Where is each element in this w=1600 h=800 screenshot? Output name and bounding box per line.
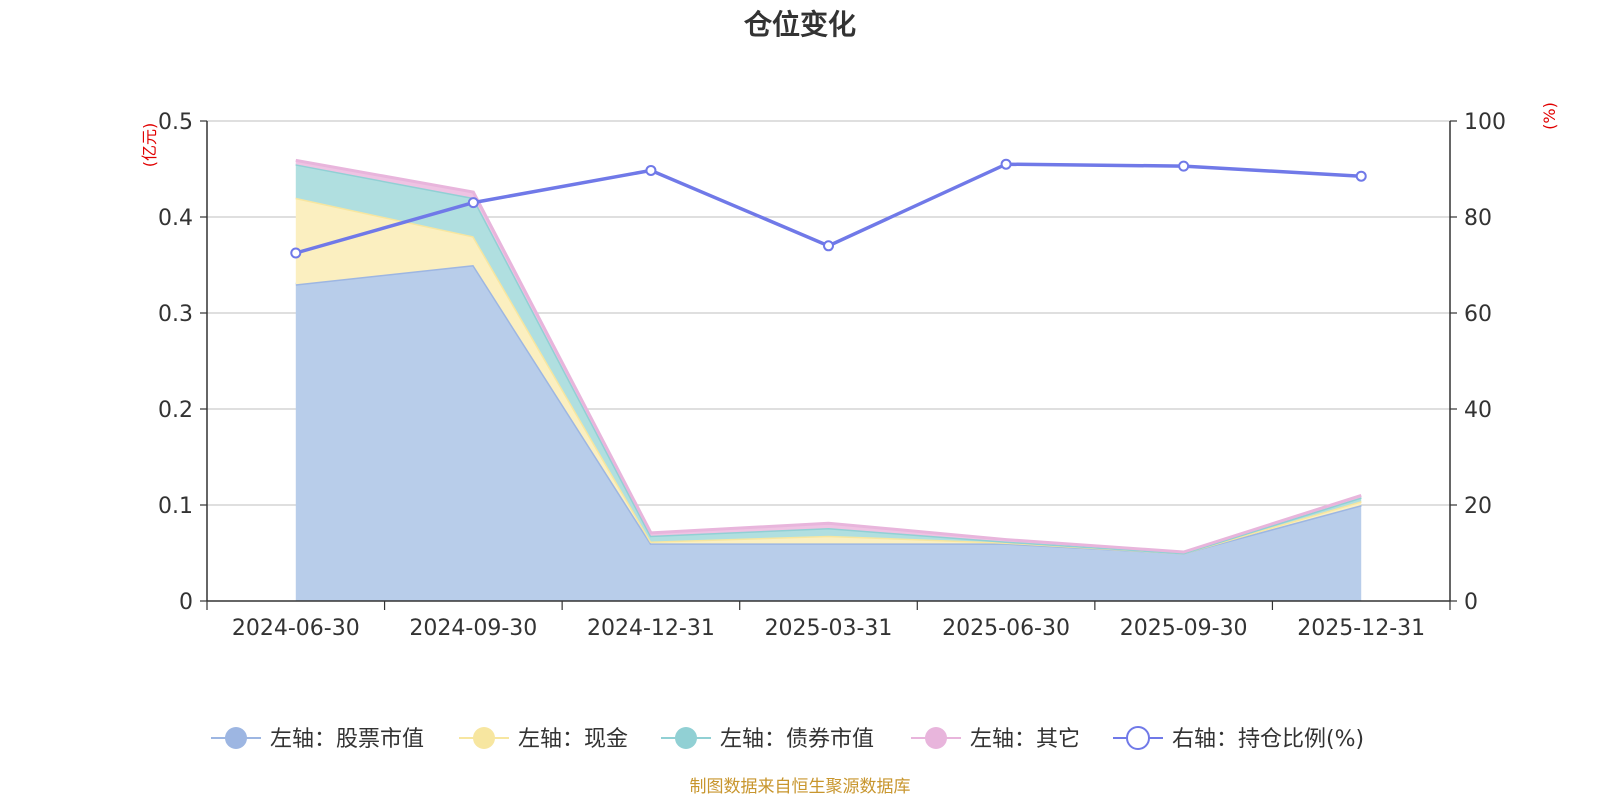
right-axis-unit: (%): [1540, 102, 1559, 130]
right-tick-label: 20: [1464, 494, 1492, 519]
left-tick-label: 0.3: [158, 302, 193, 327]
legend-marker: [925, 727, 947, 749]
source-note: 制图数据来自恒生聚源数据库: [690, 777, 911, 797]
legend-label: 右轴：持仓比例(%): [1172, 727, 1364, 752]
area-series-4-edge: [295, 158, 1362, 554]
axes: 0 0.1 0.2 0.3 0.4 0.5 0 20 40 60 80 100 2024-06-30 20…: [158, 110, 1506, 641]
area-series-1: [295, 265, 1362, 601]
holding-ratio-point: [823, 240, 834, 252]
x-tick-label: 2025-06-30: [942, 616, 1070, 641]
holding-ratio-line: [290, 158, 1367, 259]
legend-item: 左轴：现金: [459, 727, 628, 752]
right-tick-label: 80: [1464, 206, 1492, 231]
legend-marker: [473, 727, 495, 749]
holding-ratio-point: [1000, 158, 1012, 170]
legend-item: 右轴：持仓比例(%): [1113, 726, 1364, 752]
legend-label: 左轴：现金: [518, 727, 628, 752]
left-tick-label: 0.5: [158, 110, 193, 135]
legend-item: 左轴：债券市值: [661, 727, 874, 752]
right-tick-label: 100: [1464, 110, 1506, 135]
right-tick-label: 0: [1464, 590, 1478, 615]
legend-marker: [675, 727, 697, 749]
left-tick-label: 0.4: [158, 206, 193, 231]
x-tick-label: 2024-09-30: [409, 616, 537, 641]
x-tick-label: 2025-03-31: [765, 616, 893, 641]
legend: 左轴：股票市值 左轴：现金 左轴：债券市值 左轴：其它 右轴：持仓比例(%): [211, 726, 1364, 752]
legend-item: 左轴：其它: [911, 727, 1080, 752]
legend-marker: [1126, 726, 1150, 750]
legend-item: 左轴：股票市值: [211, 727, 424, 752]
area-series-2: [295, 197, 1362, 554]
right-tick-label: 40: [1464, 398, 1492, 423]
left-axis-unit: (亿元): [140, 123, 159, 168]
left-tick-label: 0: [179, 590, 193, 615]
holding-ratio-point: [1355, 170, 1367, 182]
area-series-3: [295, 164, 1362, 553]
holding-ratio-point: [645, 164, 657, 176]
right-tick-label: 60: [1464, 302, 1492, 327]
stacked-areas: [295, 158, 1362, 601]
legend-label: 左轴：其它: [970, 727, 1080, 752]
holding-ratio-point: [290, 247, 302, 259]
legend-marker: [225, 727, 247, 749]
left-tick-label: 0.2: [158, 398, 193, 423]
holding-ratio-point: [1178, 160, 1190, 172]
x-tick-label: 2024-06-30: [232, 616, 360, 641]
left-tick-label: 0.1: [158, 494, 193, 519]
x-tick-label: 2025-12-31: [1297, 616, 1425, 641]
chart-title: 仓位变化: [744, 8, 856, 41]
holding-ratio-point: [467, 197, 479, 209]
x-tick-label: 2025-09-30: [1120, 616, 1248, 641]
legend-label: 左轴：债券市值: [720, 727, 874, 752]
x-tick-label: 2024-12-31: [587, 616, 715, 641]
legend-label: 左轴：股票市值: [270, 727, 424, 752]
